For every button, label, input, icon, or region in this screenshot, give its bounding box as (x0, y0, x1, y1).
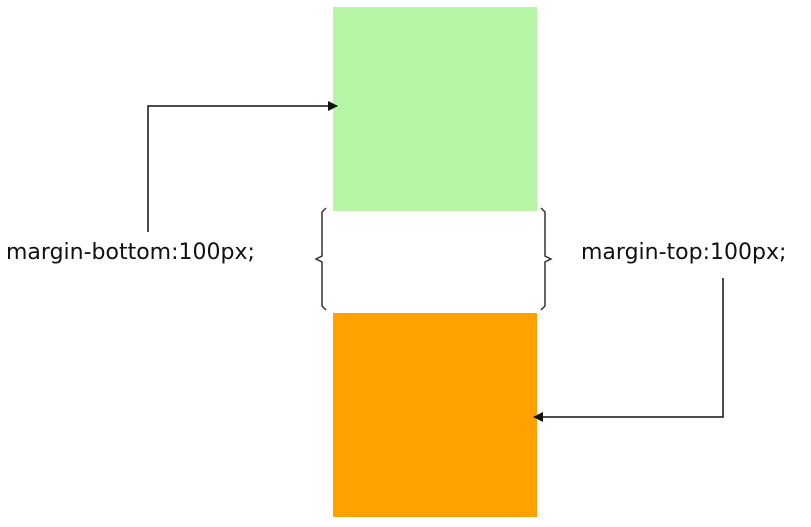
margin-bottom-label: margin-bottom:100px; (6, 240, 255, 265)
left-brace (314, 207, 327, 311)
bottom-box (333, 313, 537, 517)
margin-top-label: margin-top:100px; (581, 240, 787, 265)
right-arrow (533, 278, 724, 422)
right-brace (540, 207, 553, 311)
left-arrow (147, 101, 338, 232)
top-box (333, 7, 537, 211)
